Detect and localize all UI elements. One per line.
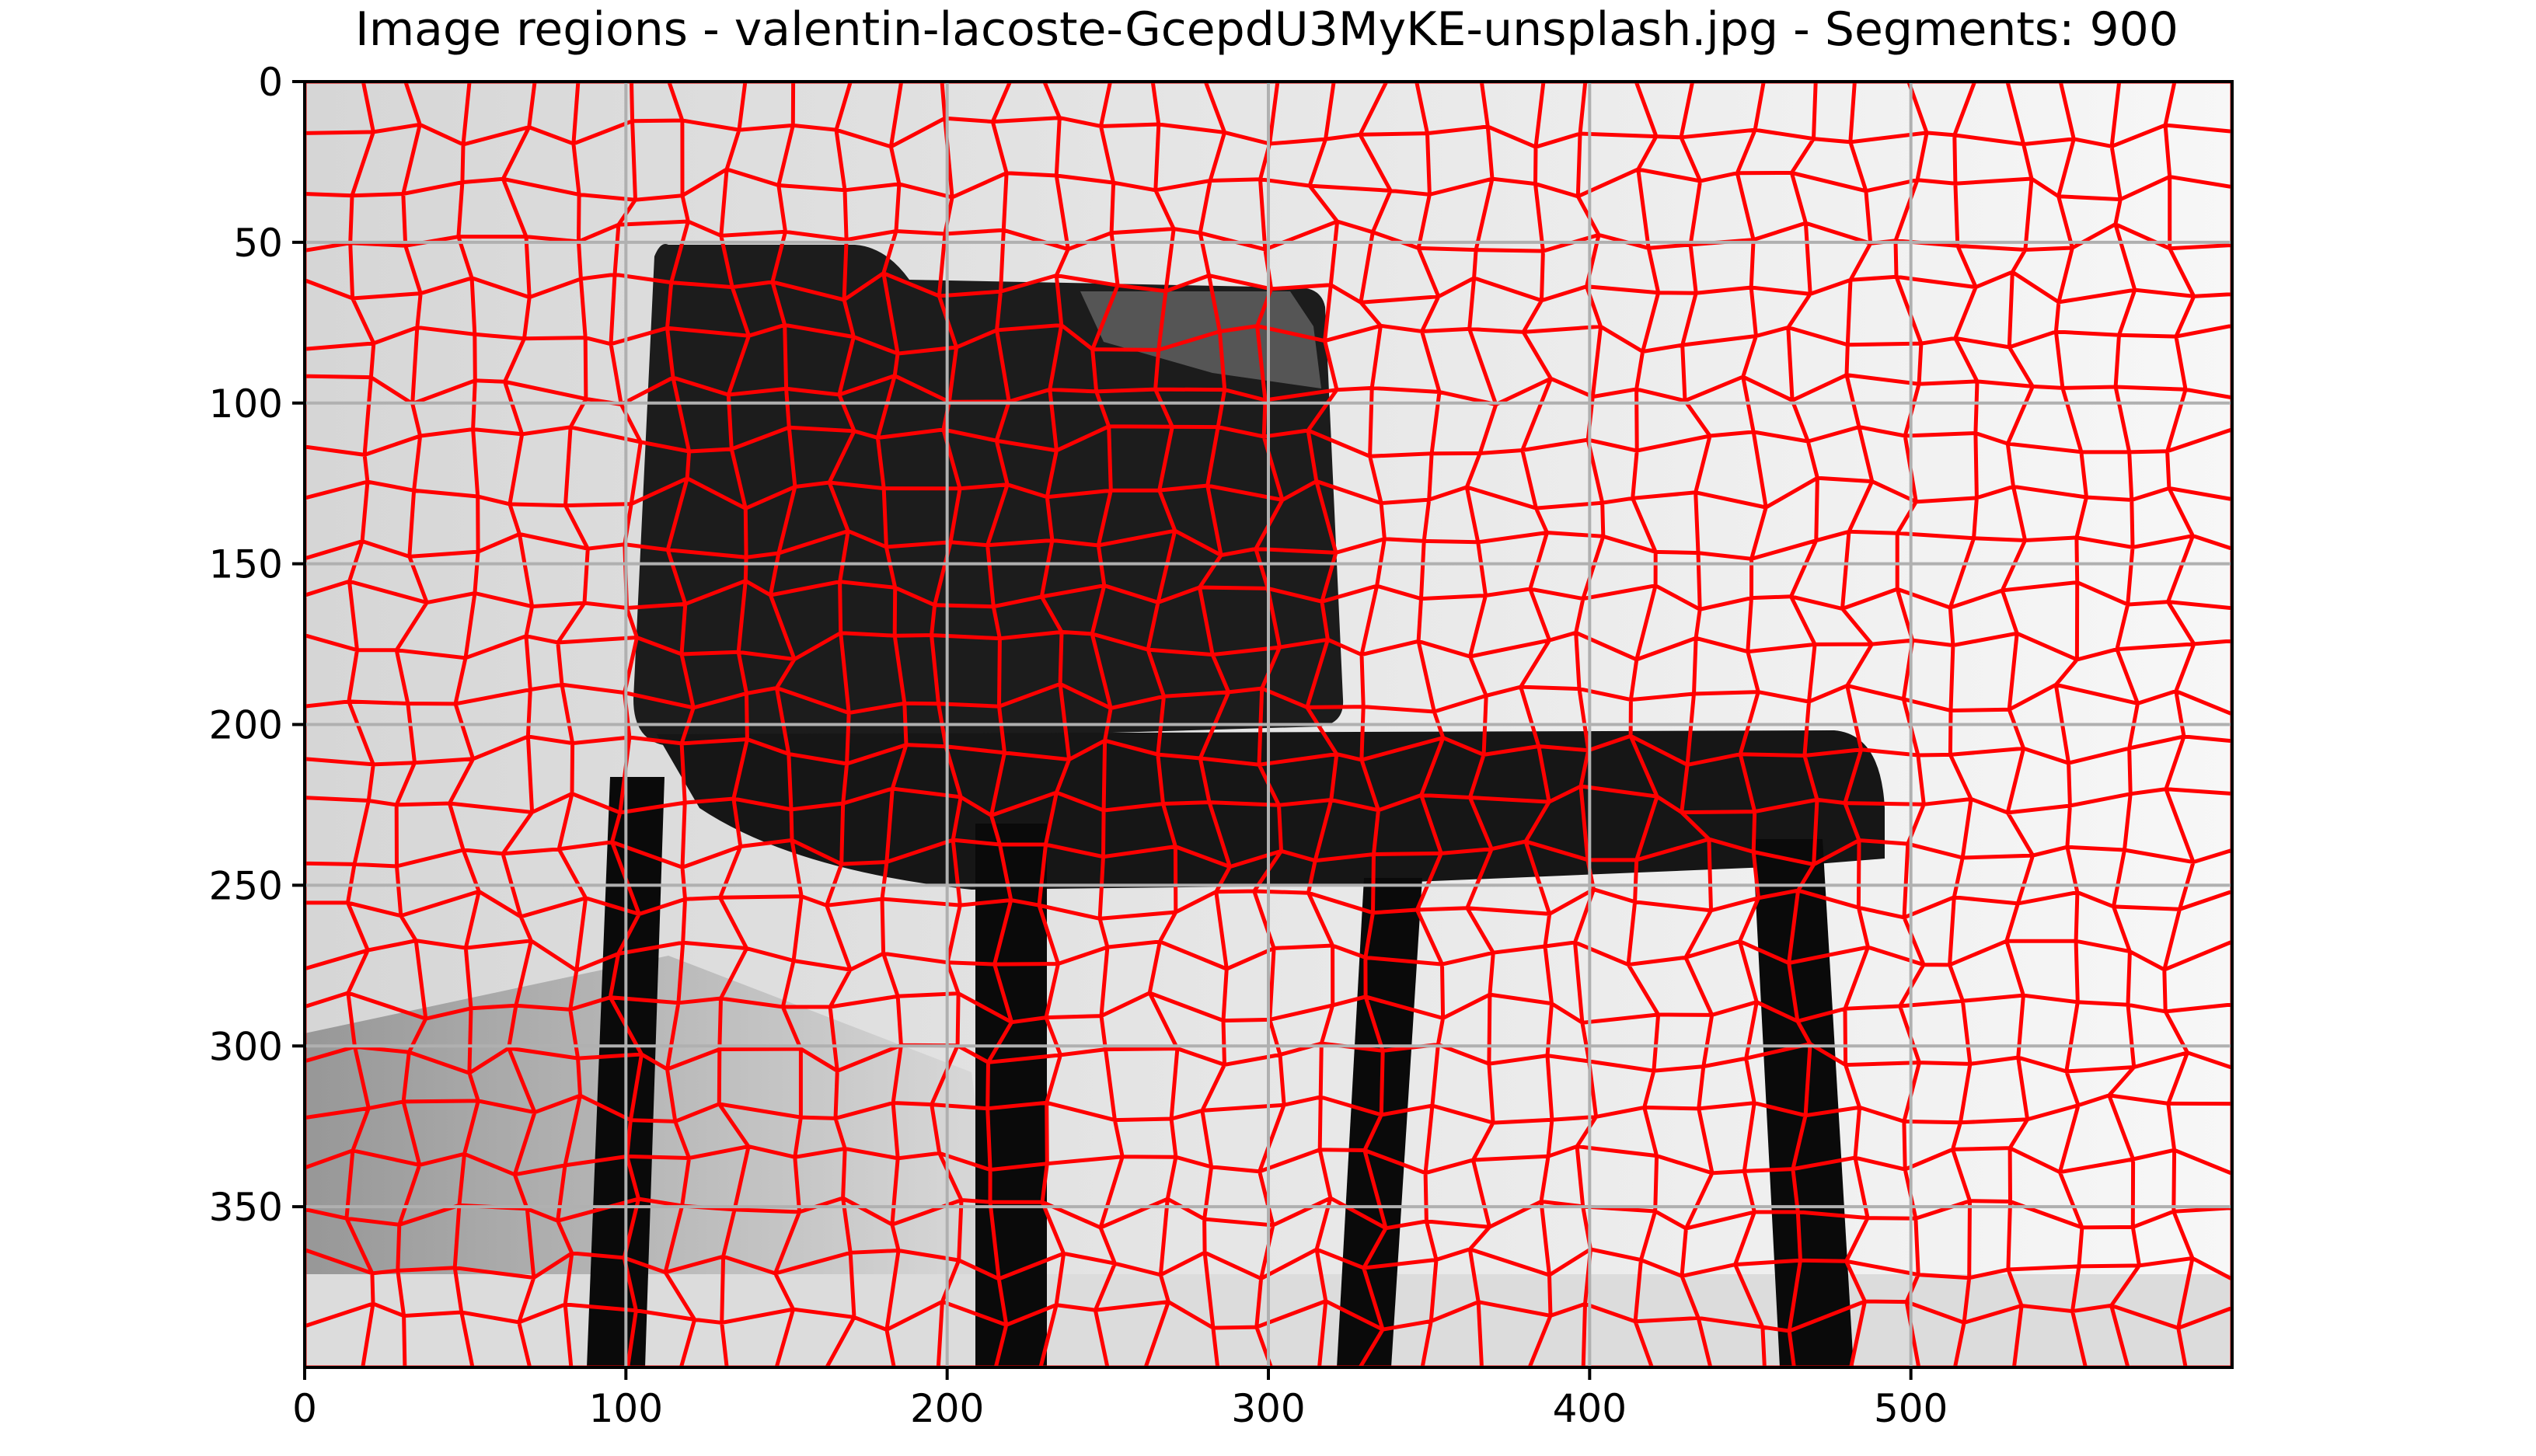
x-tick-label: 500: [1874, 1386, 1948, 1431]
x-tick-label: 0: [292, 1386, 317, 1431]
chair-leg-front-right: [1753, 839, 1854, 1367]
x-tick-label: 300: [1231, 1386, 1305, 1431]
chart-title: Image regions - valentin-lacoste-GcepdU3…: [355, 2, 2178, 57]
y-tick-label: 150: [209, 542, 283, 587]
chair-seat: [657, 730, 1885, 890]
x-tick-label: 200: [910, 1386, 984, 1431]
image-plot-area: [305, 82, 2232, 1367]
floor-region: [305, 956, 1010, 1367]
x-tick-label: 400: [1553, 1386, 1627, 1431]
x-axis: 0 100 200 300 400 500: [292, 1367, 1948, 1431]
x-tick-label: 100: [589, 1386, 663, 1431]
grid-lines: [305, 82, 2232, 1367]
y-tick-label: 350: [209, 1185, 283, 1230]
y-tick-label: 0: [258, 60, 283, 105]
y-tick-label: 100: [209, 381, 283, 427]
chair-backrest: [633, 244, 1344, 746]
y-tick-label: 200: [209, 703, 283, 748]
y-tick-label: 300: [209, 1024, 283, 1069]
y-axis: 0 50 100 150 200 250 300 350: [209, 60, 305, 1230]
y-tick-label: 250: [209, 863, 283, 908]
y-tick-label: 50: [233, 221, 283, 266]
